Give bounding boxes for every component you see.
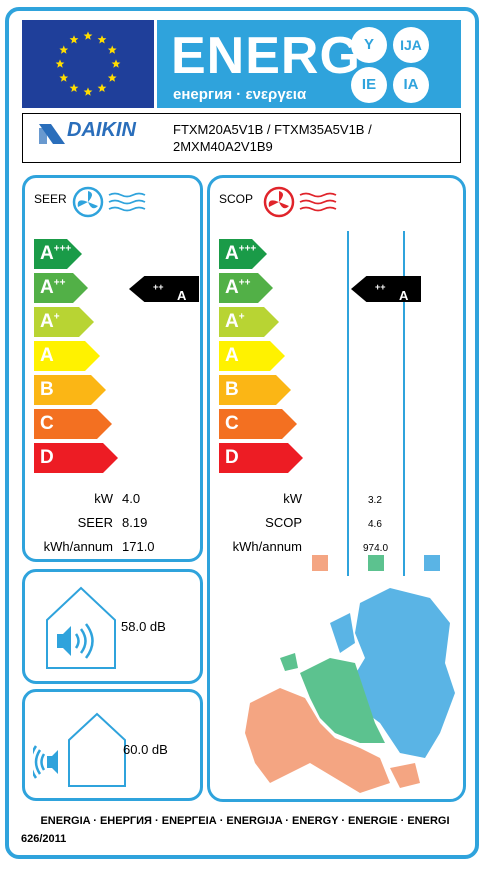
- cooling-class-arrow: A++: [34, 273, 88, 303]
- eu-star-icon: [83, 87, 93, 96]
- heating-class-label: A: [225, 345, 239, 366]
- seer-label: SEER: [77, 515, 113, 530]
- heating-class-label: A+: [225, 311, 245, 332]
- eu-star-icon: [59, 45, 69, 54]
- seer-value: 8.19: [122, 515, 148, 530]
- warmer-climate-swatch: [312, 555, 328, 571]
- energy-word: ENERG: [171, 27, 361, 85]
- heating-title: SCOP: [219, 192, 254, 206]
- outdoor-speaker-icon: [33, 712, 126, 787]
- heating-class-arrow: B: [219, 375, 291, 405]
- column-divider: [347, 231, 349, 576]
- cooling-fan-icon: [72, 186, 146, 218]
- eu-star-icon: [83, 31, 93, 40]
- eu-star-icon: [59, 73, 69, 82]
- cooling-class-label: A+: [40, 311, 60, 332]
- heating-class-label: B: [225, 379, 239, 400]
- energy-header: ENERG енергия · ενεργεια Y IJA IE IA: [157, 20, 461, 108]
- heating-annual-value: 974.0: [363, 543, 389, 554]
- cooling-annual-label: kWh/annum: [43, 539, 113, 554]
- outdoor-noise-value: 60.0 dB: [123, 742, 168, 757]
- outdoor-noise-panel: 60.0 dB: [22, 689, 203, 801]
- cooling-kw-value: 4.0: [122, 491, 141, 506]
- heating-class-label: A+++: [225, 243, 257, 264]
- cooling-annual-value: 171.0: [122, 539, 155, 554]
- cooling-class-arrow: B: [34, 375, 106, 405]
- label-frame: [5, 7, 479, 859]
- brand-name: DAIKIN: [67, 119, 136, 141]
- heating-class-label: D: [225, 447, 239, 468]
- indoor-speaker-icon: [46, 586, 116, 669]
- heating-class-arrow: A+: [219, 307, 279, 337]
- eu-flag: [22, 20, 154, 108]
- cooling-class-label: A: [40, 345, 54, 366]
- lang-badge: Y: [351, 27, 387, 63]
- cooling-rating-badge: A ++: [129, 276, 199, 302]
- lang-badge: IA: [393, 67, 429, 103]
- heating-class-label: C: [225, 413, 239, 434]
- eu-star-icon: [69, 83, 79, 92]
- eu-star-icon: [107, 45, 117, 54]
- cooling-class-label: C: [40, 413, 54, 434]
- heating-fan-icon: [263, 186, 337, 218]
- model-line-2: 2MXM40A2V1B9: [173, 139, 273, 154]
- heating-class-label: A++: [225, 277, 251, 298]
- eu-star-icon: [55, 59, 65, 68]
- heating-annual-label: kWh/annum: [232, 539, 302, 554]
- footer-languages: ENERGIA · ЕНЕРГИЯ · ΕΝΕΡΓΕΙΑ · ENERGIJA …: [40, 815, 450, 827]
- supplier-box: DAIKIN FTXM20A5V1B / FTXM35A5V1B / 2MXM4…: [22, 113, 461, 163]
- cooling-panel: SEER A+++ A++ A+ A B C D A ++ kW 4.0 SEER 8.19 …: [22, 175, 203, 562]
- column-divider: [403, 231, 405, 576]
- heating-panel: SCOP A+++ A++ A+ A B C D A ++ kW 3.2 SCOP 4.6 k…: [207, 175, 466, 802]
- heating-class-arrow: C: [219, 409, 297, 439]
- cooling-class-arrow: D: [34, 443, 118, 473]
- europe-climate-map: [245, 588, 455, 793]
- model-line-1: FTXM20A5V1B / FTXM35A5V1B /: [173, 122, 372, 137]
- regulation-number: 626/2011: [21, 833, 67, 845]
- heating-class-arrow: D: [219, 443, 303, 473]
- cooling-class-arrow: A+++: [34, 239, 82, 269]
- daikin-logo-icon: [39, 124, 65, 144]
- eu-stars-icon: [55, 31, 121, 96]
- eu-star-icon: [107, 73, 117, 82]
- heating-rating-plus: ++: [375, 282, 386, 292]
- cooling-class-arrow: A+: [34, 307, 94, 337]
- average-climate-swatch: [368, 555, 384, 571]
- eu-star-icon: [111, 59, 121, 68]
- heating-kw-label: kW: [283, 491, 302, 506]
- lang-badge: IE: [351, 67, 387, 103]
- heating-rating-badge: A ++: [351, 276, 421, 302]
- cooling-rating-letter: A: [177, 288, 187, 303]
- model-names: FTXM20A5V1B / FTXM35A5V1B / 2MXM40A2V1B9: [173, 121, 372, 155]
- heating-kw-value: 3.2: [368, 495, 382, 506]
- cooling-class-arrow: C: [34, 409, 112, 439]
- cooling-class-label: D: [40, 447, 54, 468]
- heating-class-arrow: A: [219, 341, 285, 371]
- cooling-title: SEER: [34, 192, 67, 206]
- indoor-noise-panel: 58.0 dB: [22, 569, 203, 684]
- cooling-class-arrow: A: [34, 341, 100, 371]
- cooling-class-label: A++: [40, 277, 66, 298]
- eu-star-icon: [97, 35, 107, 44]
- heating-class-arrow: A++: [219, 273, 273, 303]
- indoor-noise-value: 58.0 dB: [121, 619, 166, 634]
- cooling-class-label: B: [40, 379, 54, 400]
- cooling-class-label: A+++: [40, 243, 72, 264]
- heating-rating-letter: A: [399, 288, 409, 303]
- eu-star-icon: [69, 35, 79, 44]
- lang-badge: IJA: [393, 27, 429, 63]
- cooling-kw-label: kW: [94, 491, 113, 506]
- heating-class-arrow: A+++: [219, 239, 267, 269]
- scop-value: 4.6: [368, 519, 382, 530]
- energy-subtitle: енергия · ενεργεια: [173, 86, 307, 103]
- cooling-rating-plus: ++: [153, 282, 164, 292]
- colder-climate-swatch: [424, 555, 440, 571]
- eu-star-icon: [97, 83, 107, 92]
- scop-label: SCOP: [265, 515, 302, 530]
